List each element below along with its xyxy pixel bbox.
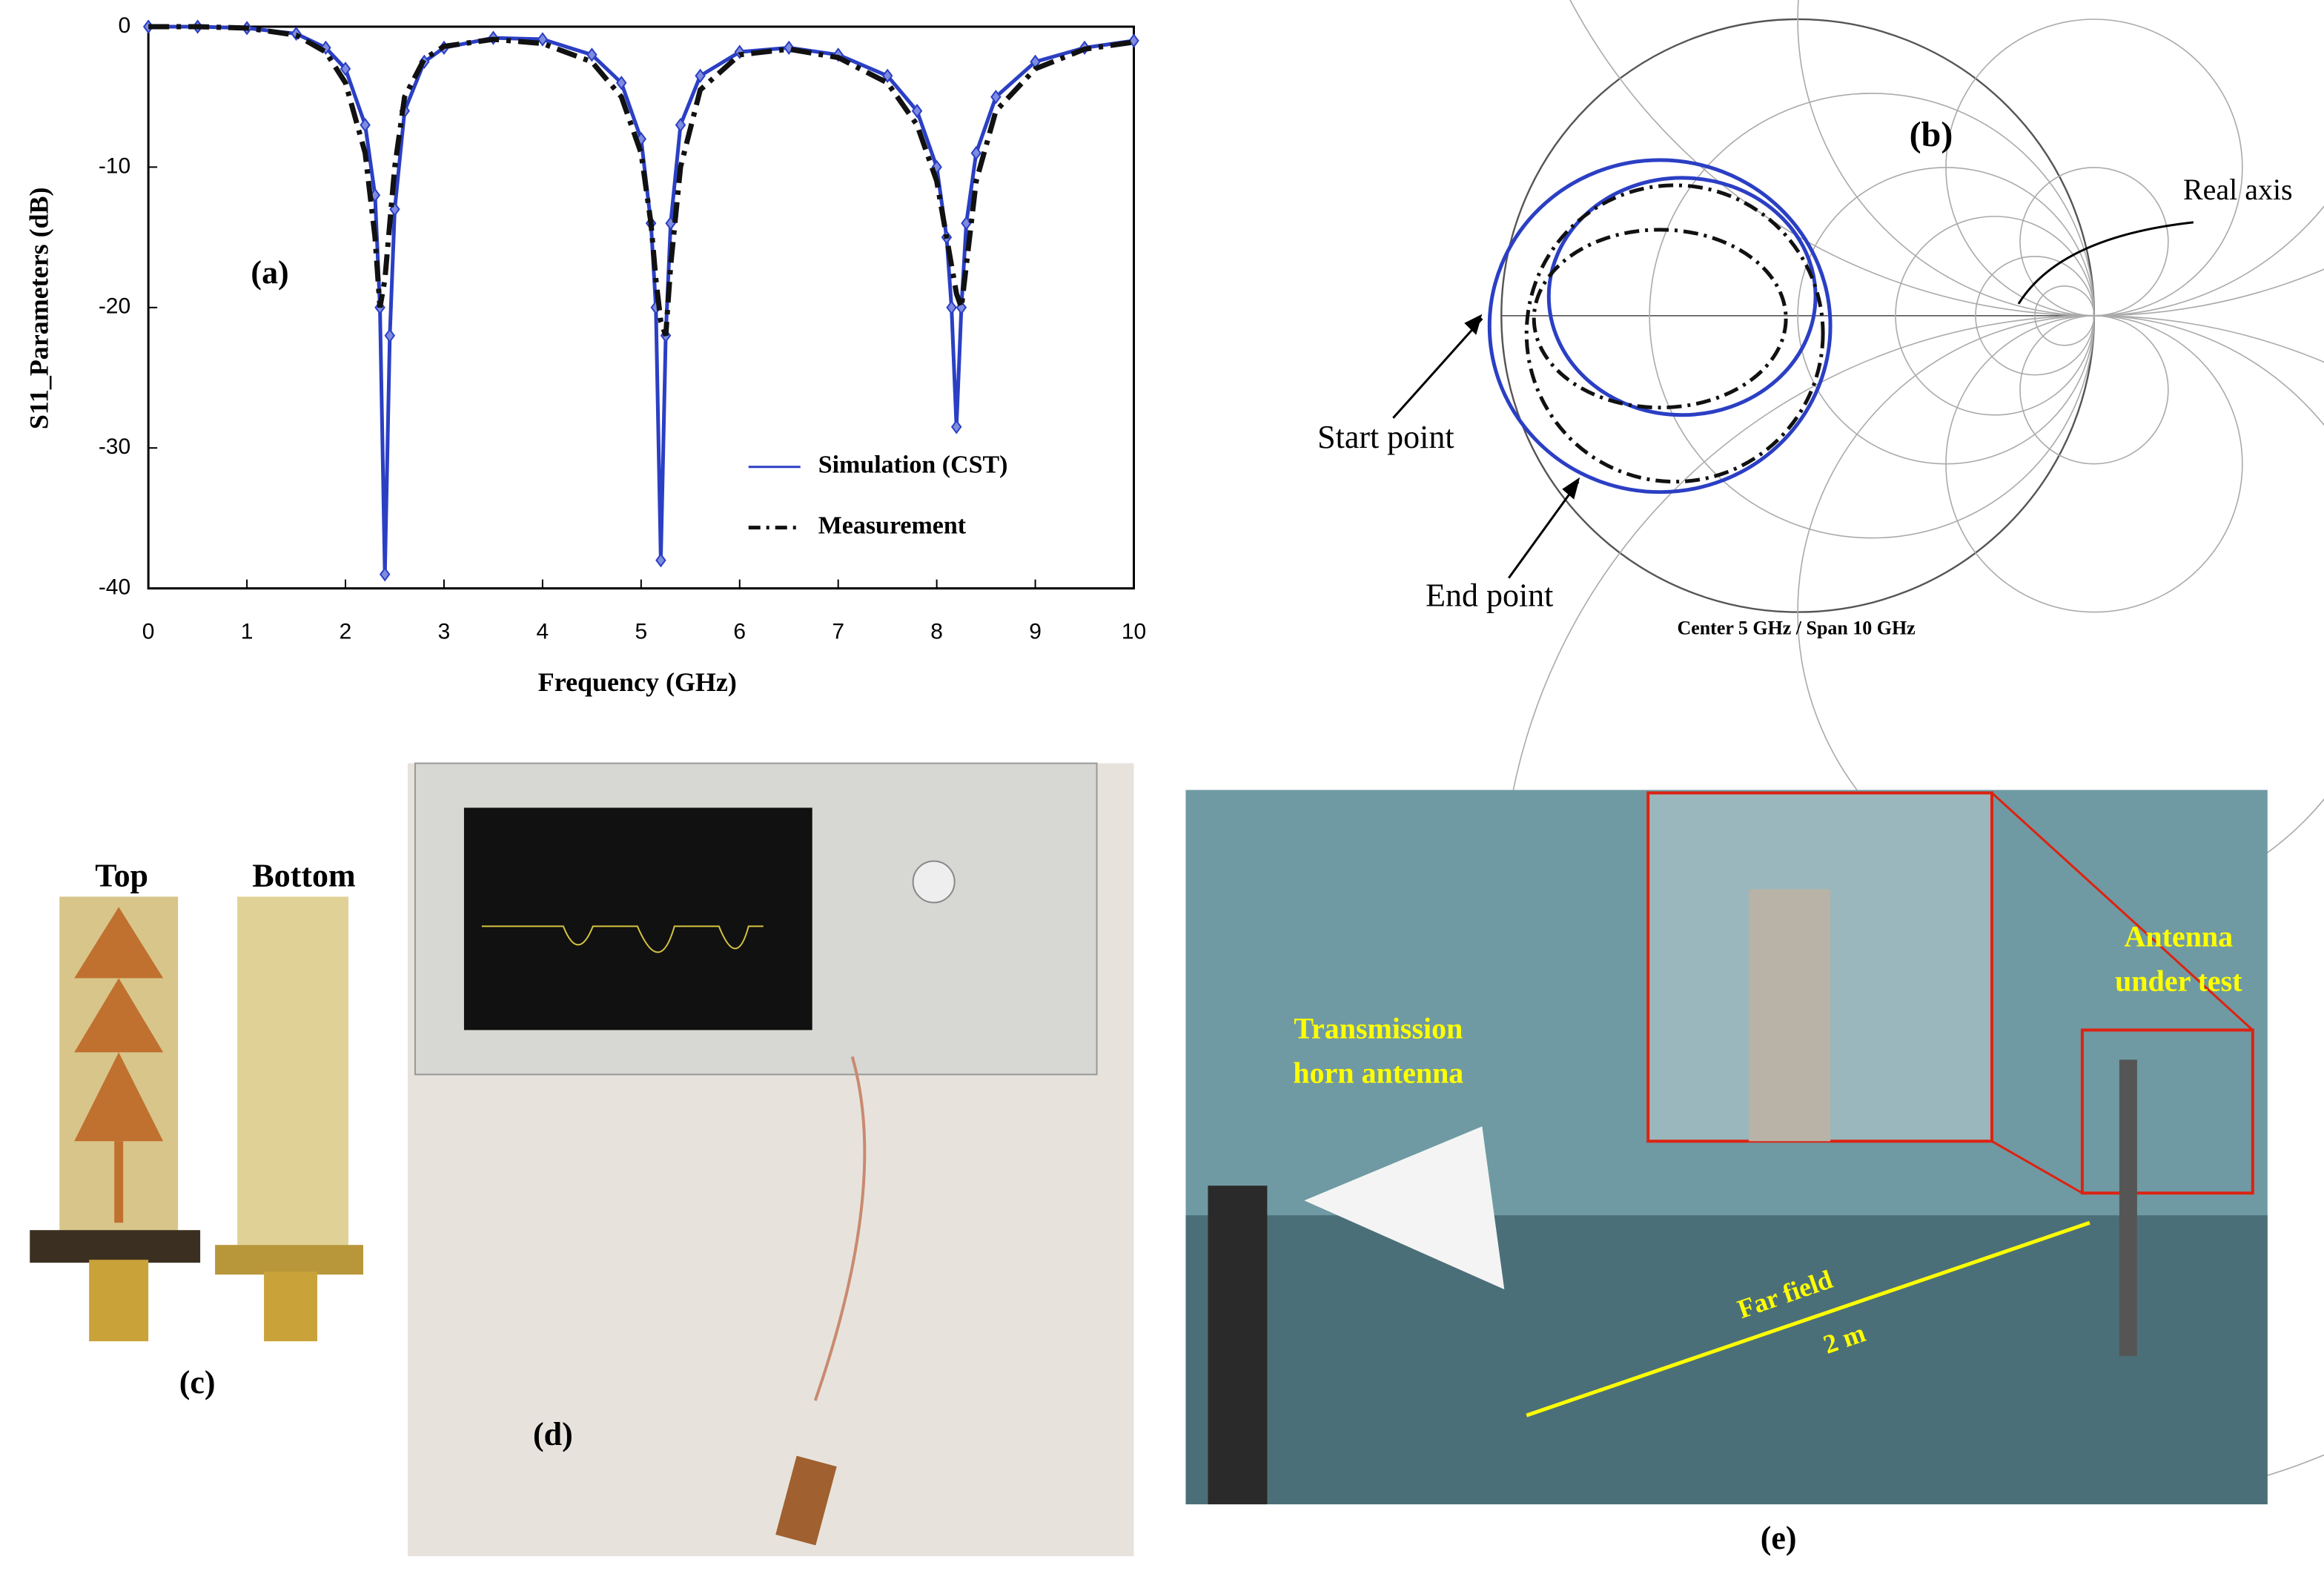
- inset-mount: [1749, 889, 1831, 1142]
- patch: [74, 907, 164, 979]
- y-tick-label: -20: [99, 294, 130, 319]
- annotation: End point: [1426, 578, 1553, 614]
- floor: [1185, 1215, 2268, 1505]
- y-axis-label: S11_Parameters (dB): [24, 187, 53, 429]
- inset-connector: [1990, 792, 2254, 1194]
- x-tick-label: 9: [1029, 620, 1042, 644]
- marker: [655, 553, 666, 568]
- annotation: Start point: [1317, 419, 1454, 455]
- marker: [1128, 33, 1139, 48]
- mount: [2119, 1059, 2137, 1357]
- mount: [1208, 1185, 1268, 1505]
- marker: [881, 68, 893, 83]
- connector: [215, 1245, 364, 1275]
- marker: [537, 32, 549, 47]
- arrow: [2017, 221, 2194, 305]
- antenna: [775, 1455, 837, 1546]
- arrow: [1392, 317, 1483, 419]
- panel-label: (b): [1910, 115, 1953, 154]
- horn: [1304, 1126, 1505, 1290]
- x-tick-label: 5: [635, 620, 647, 644]
- series-line: [148, 24, 1135, 337]
- inset-frame: [2080, 1028, 2254, 1195]
- connector: [89, 1260, 149, 1342]
- x-tick-label: 2: [340, 620, 352, 644]
- marker: [695, 68, 706, 83]
- marker: [379, 567, 391, 582]
- panel-label: (e): [1761, 1520, 1797, 1556]
- x-tick-label: 6: [733, 620, 746, 644]
- x-tick-label: 8: [930, 620, 943, 644]
- y-tick-label: 0: [118, 13, 130, 38]
- marker: [946, 300, 957, 315]
- feed: [114, 1141, 124, 1223]
- x-tick-label: 3: [438, 620, 451, 644]
- annotation: Real axis: [2183, 173, 2293, 206]
- substrate: [237, 896, 349, 1246]
- smith-trace: [1487, 158, 1833, 495]
- distance-arrow: [1526, 1220, 2090, 1418]
- marker: [340, 62, 351, 76]
- y-tick-label: -30: [99, 434, 130, 459]
- marker: [911, 103, 923, 119]
- marker: [990, 90, 1002, 105]
- annotation: Transmission: [1294, 1012, 1463, 1045]
- marker: [970, 145, 982, 161]
- connector: [264, 1271, 318, 1342]
- caption: Center 5 GHz / Span 10 GHz: [1677, 618, 1915, 639]
- photo-label: Bottom: [252, 858, 355, 894]
- x-axis-label: Frequency (GHz): [538, 667, 737, 697]
- screen-trace: [481, 925, 764, 953]
- arrow-head: [1464, 314, 1483, 335]
- marker: [384, 328, 396, 343]
- x-tick-label: 0: [142, 620, 155, 644]
- panel-label: (c): [179, 1364, 216, 1400]
- legend-label: Simulation (CST): [818, 451, 1008, 478]
- y-tick-label: -40: [99, 575, 130, 600]
- x-tick-label: 1: [241, 620, 254, 644]
- annotation: horn antenna: [1293, 1056, 1463, 1089]
- x-tick-label: 7: [832, 620, 844, 644]
- arrow: [1508, 480, 1580, 579]
- annotation: Antenna: [2125, 920, 2234, 953]
- annotation: under test: [2115, 965, 2242, 998]
- marker: [360, 117, 371, 133]
- plot-frame: [147, 25, 1136, 590]
- marker: [675, 117, 686, 133]
- x-tick-label: 4: [537, 620, 549, 644]
- photo-label: Top: [95, 858, 148, 894]
- y-tick-label: -10: [99, 153, 130, 178]
- knob: [912, 860, 956, 904]
- panel-label: (a): [251, 254, 288, 291]
- x-tick-label: 10: [1122, 620, 1146, 644]
- cable: [813, 1056, 867, 1401]
- legend-label: Measurement: [818, 512, 967, 539]
- marker: [950, 420, 962, 434]
- arrow-head: [1562, 477, 1580, 500]
- patch: [74, 978, 164, 1053]
- marker: [615, 76, 627, 90]
- series-line: [148, 24, 1134, 575]
- connector: [30, 1230, 201, 1263]
- marker: [586, 47, 597, 62]
- patch: [74, 1052, 164, 1142]
- panel-label: (d): [533, 1416, 573, 1452]
- screen: [463, 807, 812, 1031]
